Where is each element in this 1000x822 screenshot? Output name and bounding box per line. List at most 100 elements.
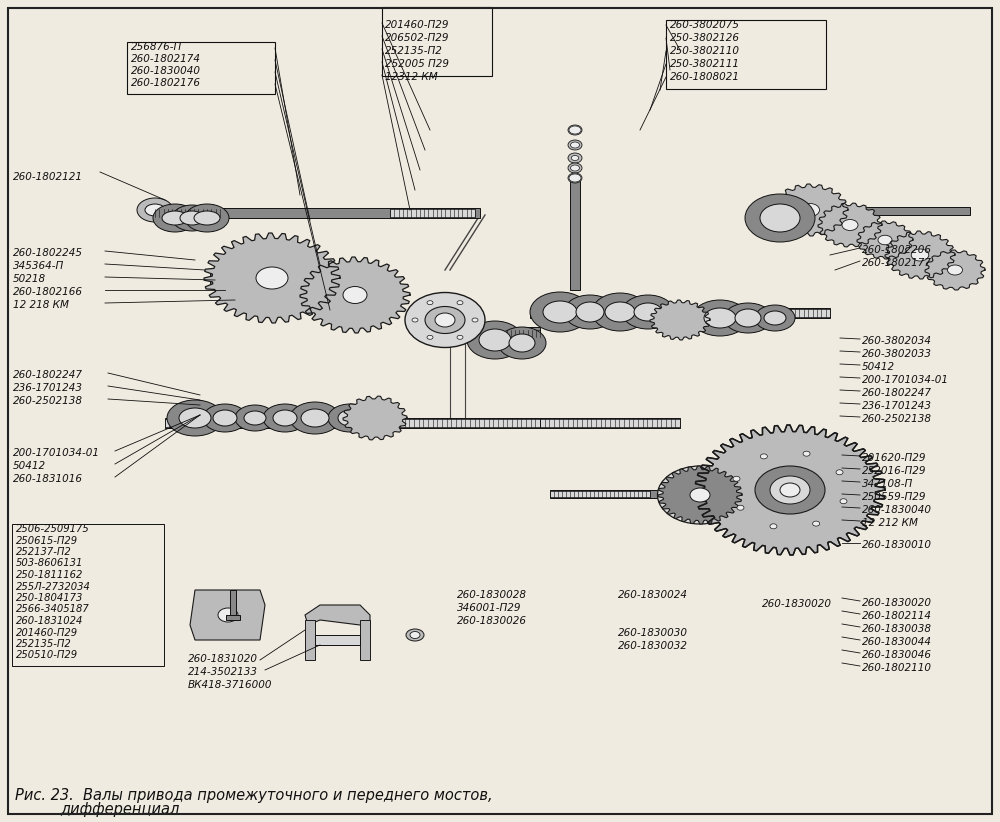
Polygon shape (165, 418, 680, 428)
Ellipse shape (410, 631, 420, 639)
Text: 252135-П2: 252135-П2 (16, 639, 72, 649)
Ellipse shape (405, 293, 485, 348)
Bar (382, 7, 492, 76)
Polygon shape (530, 308, 830, 318)
Text: 12312 КМ: 12312 КМ (385, 72, 438, 82)
Polygon shape (343, 396, 407, 440)
Text: 260-1830026: 260-1830026 (457, 616, 527, 626)
Text: 200-1701034-01: 200-1701034-01 (13, 448, 100, 458)
Ellipse shape (564, 295, 616, 329)
Ellipse shape (472, 318, 478, 322)
Ellipse shape (755, 466, 825, 514)
Text: 201620-П29: 201620-П29 (862, 453, 926, 463)
Ellipse shape (301, 409, 329, 427)
Text: 260-1802247: 260-1802247 (862, 388, 932, 398)
Bar (127, 42, 275, 94)
Ellipse shape (145, 204, 165, 216)
Ellipse shape (235, 405, 275, 431)
Ellipse shape (457, 301, 463, 305)
Ellipse shape (338, 410, 362, 426)
Text: 201460-П29: 201460-П29 (16, 627, 78, 638)
Polygon shape (818, 203, 882, 247)
Text: 250-3802111: 250-3802111 (670, 59, 740, 69)
Text: 260-1802114: 260-1802114 (862, 611, 932, 621)
Text: 345364-П: 345364-П (13, 261, 64, 271)
Text: 260-2502138: 260-2502138 (862, 414, 932, 424)
Ellipse shape (427, 301, 433, 305)
Text: 12 218 КМ: 12 218 КМ (13, 300, 69, 310)
Text: 12 212 КМ: 12 212 КМ (862, 518, 918, 528)
Text: 250-3802126: 250-3802126 (670, 33, 740, 43)
Ellipse shape (760, 454, 767, 459)
Ellipse shape (290, 402, 340, 434)
Text: 252137-П2: 252137-П2 (16, 547, 72, 557)
Text: 260-1830040: 260-1830040 (862, 505, 932, 515)
Polygon shape (760, 309, 830, 317)
Text: 252005 П29: 252005 П29 (385, 59, 449, 69)
Polygon shape (658, 466, 742, 524)
Ellipse shape (745, 194, 815, 242)
Ellipse shape (733, 476, 740, 481)
Polygon shape (390, 209, 475, 217)
Polygon shape (445, 327, 540, 338)
Text: 260-1830020: 260-1830020 (762, 599, 832, 609)
Ellipse shape (273, 410, 297, 426)
Text: 260-1831020: 260-1831020 (188, 654, 258, 664)
Ellipse shape (570, 165, 580, 171)
Text: 50218: 50218 (13, 274, 46, 284)
Ellipse shape (658, 466, 742, 524)
Text: 252135-П2: 252135-П2 (385, 46, 443, 56)
Text: 252016-П29: 252016-П29 (862, 466, 926, 476)
Ellipse shape (704, 308, 736, 328)
Text: 260-1830028: 260-1830028 (457, 590, 527, 600)
Ellipse shape (878, 235, 892, 245)
Polygon shape (155, 208, 480, 218)
Ellipse shape (343, 287, 367, 303)
Ellipse shape (509, 334, 535, 352)
Text: 2566-3405187: 2566-3405187 (16, 604, 90, 615)
Ellipse shape (218, 608, 238, 622)
Ellipse shape (185, 204, 229, 232)
Ellipse shape (634, 303, 662, 321)
Text: 503-8606131: 503-8606131 (16, 558, 83, 569)
Polygon shape (315, 635, 360, 645)
Ellipse shape (530, 292, 590, 332)
Polygon shape (305, 620, 315, 660)
Text: 260-1802247: 260-1802247 (13, 370, 83, 380)
Text: 260-1831024: 260-1831024 (16, 616, 83, 626)
Ellipse shape (735, 309, 761, 327)
Ellipse shape (498, 327, 546, 359)
Ellipse shape (425, 307, 465, 334)
Ellipse shape (172, 205, 212, 231)
Ellipse shape (755, 305, 795, 331)
Text: 260-1802121: 260-1802121 (13, 172, 83, 182)
Text: 250-1804173: 250-1804173 (16, 593, 83, 603)
Ellipse shape (568, 140, 582, 150)
Text: 50412: 50412 (862, 362, 895, 372)
Text: 260-1830040: 260-1830040 (131, 66, 201, 76)
Text: 260-1830024: 260-1830024 (618, 590, 688, 600)
Text: 260-3802075: 260-3802075 (670, 20, 740, 30)
Ellipse shape (570, 142, 580, 148)
Ellipse shape (137, 198, 173, 222)
Ellipse shape (179, 408, 211, 428)
Text: 260-1830038: 260-1830038 (862, 624, 932, 634)
Polygon shape (305, 605, 370, 625)
Bar (12, 524, 164, 666)
Polygon shape (550, 490, 695, 498)
Ellipse shape (571, 155, 579, 160)
Ellipse shape (479, 329, 511, 351)
Text: 2506-2509175: 2506-2509175 (16, 524, 90, 534)
Ellipse shape (162, 211, 188, 225)
Text: 260-1802174: 260-1802174 (131, 54, 201, 64)
Text: 214-3502133: 214-3502133 (188, 667, 258, 677)
Text: 206502-П29: 206502-П29 (385, 33, 450, 43)
Ellipse shape (427, 335, 433, 339)
Ellipse shape (568, 153, 582, 163)
Text: 346001-П29: 346001-П29 (457, 603, 522, 613)
Text: 260-1831016: 260-1831016 (13, 474, 83, 484)
Text: Рис. 23.  Валы привода промежуточного и переднего мостов,: Рис. 23. Валы привода промежуточного и п… (15, 788, 493, 803)
Polygon shape (360, 620, 370, 660)
Text: 250-3802110: 250-3802110 (670, 46, 740, 56)
Ellipse shape (203, 404, 247, 432)
